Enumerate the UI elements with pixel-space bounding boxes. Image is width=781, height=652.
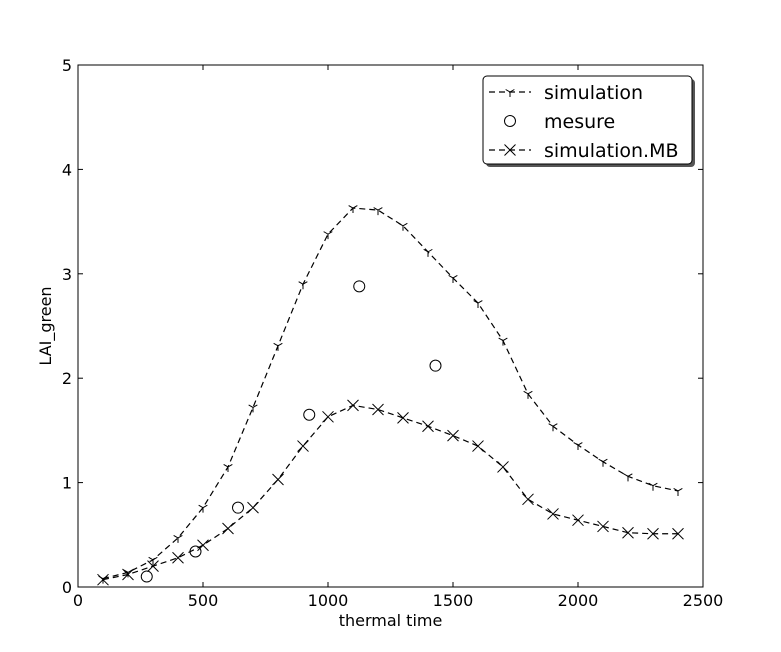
y-axis-label: LAI_green: [36, 286, 56, 365]
series-1-point-3: [303, 408, 316, 421]
ticks-layer: 0 500 1000 1500 2000 2500 0 1 2 3 4 5: [62, 56, 724, 610]
legend-marker-2: [504, 144, 516, 156]
legend-entry-1: mesure: [504, 111, 615, 133]
series-2-point-7: [272, 473, 284, 486]
series-0-point-11: [373, 207, 383, 216]
series-0-point-21: [623, 473, 633, 482]
series-2-point-1: [122, 568, 134, 581]
series-0-point-19: [573, 442, 583, 451]
series-2-point-18: [547, 508, 559, 520]
legend-box: [482, 75, 693, 165]
series-0-point-7: [273, 342, 283, 351]
series-0-point-20: [598, 458, 608, 467]
x-tick-label-0: 0: [73, 591, 83, 610]
series-2-point-3: [172, 551, 184, 564]
series-2-point-8: [297, 440, 309, 452]
series-1-point-5: [429, 359, 442, 372]
series-0-point-12: [398, 222, 408, 231]
series-layer: [97, 205, 684, 586]
series-2-point-0: [97, 573, 109, 586]
series-2-point-9: [322, 410, 334, 423]
series-2-line: [102, 404, 678, 581]
legend-marker-1: [504, 115, 516, 127]
series-0-point-10: [348, 205, 358, 214]
series-0-point-22: [648, 482, 658, 491]
series-2-point-17: [522, 493, 534, 506]
series-2-point-23: [672, 527, 684, 540]
series-0-line: [102, 207, 679, 580]
x-axis-label: thermal time: [339, 611, 443, 630]
y-tick-label-1: 1: [62, 474, 72, 493]
series-2-point-14: [447, 429, 459, 442]
series-2-point-21: [622, 526, 634, 539]
y-tick-label-4: 4: [62, 160, 72, 179]
series-2-point-5: [222, 522, 234, 535]
y-tick-label-0: 0: [62, 578, 72, 597]
series-0-point-3: [173, 534, 183, 543]
series-2-point-12: [397, 412, 409, 424]
legend-marker-0: [505, 89, 515, 97]
series-2-point-6: [247, 501, 259, 514]
series-2-point-22: [647, 527, 659, 540]
x-tick-label-4: 2000: [558, 591, 599, 610]
series-0-point-2: [148, 556, 158, 565]
series-1-point-2: [232, 501, 244, 514]
series-2-point-10: [347, 399, 359, 412]
x-tick-label-2: 1000: [308, 591, 349, 610]
series-2: [97, 399, 684, 586]
series-2-point-20: [597, 520, 609, 533]
y-tick-label-2: 2: [62, 369, 72, 388]
series-0-point-8: [298, 281, 308, 290]
series-2-point-15: [472, 440, 484, 452]
legend-label-2: simulation.MB: [544, 140, 679, 162]
series-0-point-6: [248, 404, 258, 413]
series-2-point-16: [497, 461, 509, 473]
series-2-point-4: [197, 539, 209, 552]
series-0-point-16: [498, 337, 508, 346]
series-0-point-4: [198, 504, 208, 513]
series-0-point-5: [223, 464, 233, 472]
x-tick-label-5: 2500: [683, 591, 724, 610]
series-2-point-2: [147, 560, 159, 572]
series-2-point-13: [422, 420, 434, 433]
legend-entry-0: simulation: [489, 82, 643, 104]
x-tick-label-3: 1500: [433, 591, 474, 610]
series-0-point-14: [448, 275, 458, 283]
series-0-point-23: [673, 488, 683, 496]
legend-entry-2: simulation.MB: [489, 140, 679, 162]
y-tick-label-5: 5: [62, 56, 72, 75]
series-0-point-13: [423, 248, 433, 257]
series-0-point-15: [473, 300, 483, 309]
series-2-point-19: [572, 514, 584, 527]
series-1-point-4: [353, 280, 366, 293]
legend-label-1: mesure: [544, 111, 615, 133]
series-0-point-9: [323, 231, 333, 240]
legend: simulation mesure simulation.MB: [482, 75, 695, 167]
legend-label-0: simulation: [544, 82, 643, 104]
series-0-point-18: [548, 423, 558, 432]
series-1-point-0: [140, 570, 153, 583]
series-0-point-17: [523, 390, 533, 399]
y-tick-label-3: 3: [62, 265, 72, 284]
x-tick-label-1: 500: [188, 591, 219, 610]
series-2-point-11: [372, 403, 384, 416]
series-1: [140, 280, 442, 583]
plot-frame: [77, 64, 704, 588]
